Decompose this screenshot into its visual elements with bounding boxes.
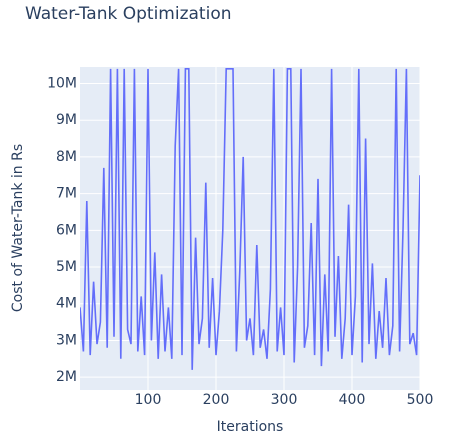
x-tick-label: 200 [203,392,230,408]
x-axis-label: Iterations [217,419,284,434]
y-tick-label: 6M [56,222,77,238]
x-tick-label: 400 [339,392,366,408]
x-tick-label: 500 [407,392,434,408]
x-tick-label: 300 [271,392,298,408]
y-tick-label: 9M [56,112,77,128]
line-series [80,68,420,370]
y-tick-label: 8M [56,149,77,165]
y-tick-label: 3M [56,332,77,348]
chart-title: Water-Tank Optimization [25,4,232,24]
x-tick-label: 100 [135,392,162,408]
y-tick-label: 10M [47,76,77,92]
y-tick-label: 4M [56,296,77,312]
y-axis-label: Cost of Water-Tank in Rs [10,144,26,312]
y-tick-label: 2M [56,369,77,385]
y-tick-label: 5M [56,259,77,275]
y-tick-label: 7M [56,186,77,202]
